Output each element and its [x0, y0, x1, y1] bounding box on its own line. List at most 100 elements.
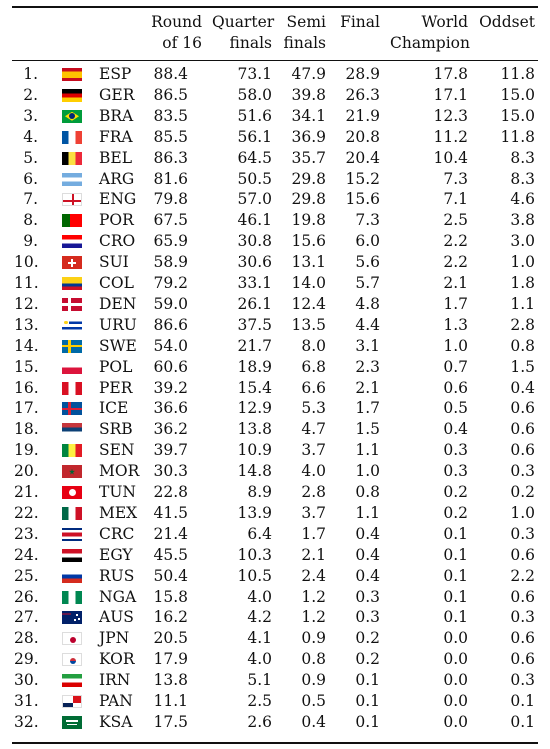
- round-of-16-value: 39.2: [153, 378, 188, 397]
- round-of-16-value: 86.6: [153, 315, 188, 334]
- world-champion-value: 0.1: [443, 566, 468, 585]
- oddset-value: 1.5: [510, 357, 535, 376]
- table-row: 8. POR 67.5 46.1 19.8 7.3 2.5 3.8: [0, 210, 550, 231]
- round-of-16-value: 22.8: [153, 483, 188, 501]
- country-code: JPN: [99, 629, 130, 648]
- rank-cell: 2.: [23, 85, 38, 104]
- flag-icon: [62, 527, 82, 541]
- semi-finals-value: 19.8: [291, 211, 326, 230]
- oddset-value: 0.3: [510, 462, 535, 481]
- quarter-finals-value: 58.0: [237, 85, 272, 104]
- semi-finals-value: 2.1: [301, 545, 326, 564]
- rank-cell: 29.: [14, 650, 39, 669]
- oddset-value: 0.1: [510, 692, 535, 710]
- table-row: 21. TUN 22.8 8.9 2.8 0.8 0.2 0.2: [0, 482, 550, 503]
- round-of-16-value: 67.5: [153, 211, 188, 230]
- rank-cell: 15.: [14, 357, 39, 376]
- table-row: 19. SEN 39.7 10.9 3.7 1.1 0.3 0.6: [0, 440, 550, 461]
- quarter-finals-value: 73.1: [237, 65, 272, 83]
- header-final: Final: [340, 13, 380, 31]
- final-value: 1.1: [355, 441, 380, 460]
- world-champion-value: 2.2: [443, 232, 468, 251]
- flag-icon: [62, 402, 82, 416]
- round-of-16-value: 15.8: [153, 587, 188, 606]
- oddset-value: 1.0: [510, 503, 535, 522]
- flag-icon: [62, 360, 82, 374]
- final-value: 0.3: [355, 587, 380, 606]
- flag-icon: [62, 569, 82, 583]
- final-value: 1.0: [355, 462, 380, 481]
- final-value: 1.1: [355, 503, 380, 522]
- rank-cell: 22.: [14, 503, 39, 522]
- final-value: 4.8: [355, 294, 380, 313]
- semi-finals-value: 1.2: [301, 587, 326, 606]
- quarter-finals-value: 57.0: [237, 190, 272, 209]
- round-of-16-value: 11.1: [153, 692, 188, 710]
- quarter-finals-value: 10.3: [237, 545, 272, 564]
- quarter-finals-value: 6.4: [247, 524, 272, 543]
- rank-cell: 14.: [14, 336, 39, 355]
- world-champion-value: 0.0: [443, 692, 468, 710]
- flag-icon: [62, 674, 82, 688]
- table-row: 28. JPN 20.5 4.1 0.9 0.2 0.0 0.6: [0, 628, 550, 649]
- flag-icon: [62, 423, 82, 437]
- semi-finals-value: 2.8: [301, 483, 326, 501]
- round-of-16-value: 39.7: [153, 441, 188, 460]
- oddset-value: 8.3: [510, 148, 535, 167]
- table-row: 29. KOR 17.9 4.0 0.8 0.2 0.0 0.6: [0, 649, 550, 670]
- round-of-16-value: 65.9: [153, 232, 188, 251]
- flag-icon: [62, 695, 82, 708]
- oddset-value: 0.3: [510, 608, 535, 627]
- quarter-finals-value: 12.9: [237, 399, 272, 418]
- round-of-16-value: 83.5: [153, 106, 188, 125]
- country-code: POL: [99, 357, 133, 376]
- country-code: BEL: [99, 148, 132, 167]
- quarter-finals-value: 33.1: [237, 274, 272, 292]
- table-row: 1. ESP 88.4 73.1 47.9 28.9 17.8 11.8: [0, 64, 550, 85]
- final-value: 0.4: [355, 545, 380, 564]
- rank-cell: 18.: [14, 420, 39, 439]
- quarter-finals-value: 4.2: [247, 608, 272, 627]
- rank-cell: 32.: [14, 712, 39, 731]
- country-code: KOR: [99, 650, 135, 669]
- quarter-finals-value: 8.9: [247, 483, 272, 501]
- semi-finals-value: 0.9: [301, 671, 326, 690]
- flag-icon: [62, 318, 82, 332]
- quarter-finals-value: 4.0: [247, 650, 272, 669]
- final-value: 3.1: [355, 336, 380, 355]
- world-champion-value: 1.7: [443, 294, 468, 313]
- oddset-value: 2.8: [510, 315, 535, 334]
- table-row: 5. BEL 86.3 64.5 35.7 20.4 10.4 8.3: [0, 148, 550, 169]
- round-of-16-value: 79.2: [153, 274, 188, 292]
- round-of-16-value: 60.6: [153, 357, 188, 376]
- quarter-finals-value: 64.5: [237, 148, 272, 167]
- country-code: CRO: [99, 232, 136, 251]
- oddset-value: 0.1: [510, 712, 535, 731]
- round-of-16-value: 41.5: [153, 503, 188, 522]
- quarter-finals-value: 37.5: [237, 315, 272, 334]
- final-value: 0.4: [355, 566, 380, 585]
- round-of-16-value: 36.6: [153, 399, 188, 418]
- semi-finals-value: 34.1: [291, 106, 326, 125]
- country-code: PAN: [99, 692, 133, 710]
- table-row: 27. AUS 16.2 4.2 1.2 0.3 0.1 0.3: [0, 607, 550, 628]
- country-code: TUN: [99, 483, 136, 501]
- table-row: 12. DEN 59.0 26.1 12.4 4.8 1.7 1.1: [0, 294, 550, 315]
- semi-finals-value: 29.8: [291, 169, 326, 188]
- world-champion-value: 0.2: [443, 483, 468, 501]
- final-value: 0.1: [355, 692, 380, 710]
- quarter-finals-value: 5.1: [247, 671, 272, 690]
- semi-finals-value: 15.6: [291, 232, 326, 251]
- world-champion-value: 11.2: [433, 127, 468, 146]
- rank-cell: 4.: [23, 127, 38, 146]
- round-of-16-value: 20.5: [153, 629, 188, 648]
- rank-cell: 27.: [14, 608, 39, 627]
- country-code: NGA: [99, 587, 137, 606]
- country-code: EGY: [99, 545, 133, 564]
- table-row: 20. MOR 30.3 14.8 4.0 1.0 0.3 0.3: [0, 461, 550, 482]
- rank-cell: 11.: [14, 274, 39, 292]
- round-of-16-value: 13.8: [153, 671, 188, 690]
- semi-finals-value: 4.7: [301, 420, 326, 439]
- semi-finals-value: 8.0: [301, 336, 326, 355]
- semi-finals-value: 12.4: [291, 294, 326, 313]
